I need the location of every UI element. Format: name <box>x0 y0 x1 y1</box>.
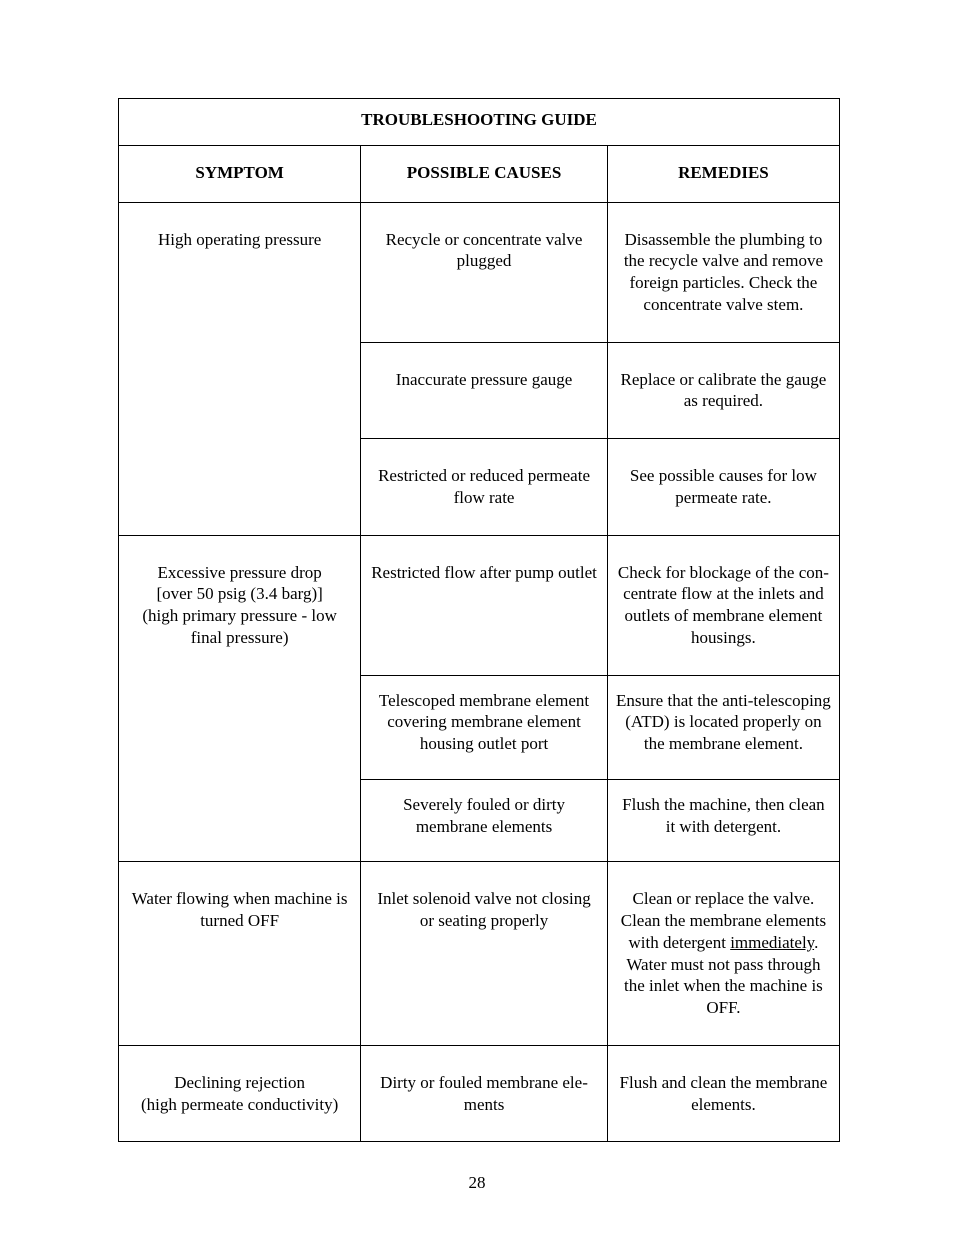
remedy-cell: Flush the machine, then clean it with de… <box>607 779 839 862</box>
remedy-cell: Disassemble the plumbing to the recycle … <box>607 202 839 342</box>
header-remedies: REMEDIES <box>607 145 839 202</box>
table-row: Water flowing when machine is turned OFF… <box>119 862 840 1046</box>
symptom-cell: Excessive pressure drop [over 50 psig (3… <box>119 535 361 862</box>
cause-cell: Restricted or reduced permeate flow rate <box>361 439 608 536</box>
table-title: TROUBLESHOOTING GUIDE <box>119 99 840 146</box>
remedy-cell: Flush and clean the membrane elements. <box>607 1045 839 1142</box>
header-causes: POSSIBLE CAUSES <box>361 145 608 202</box>
cause-cell: Inaccurate pressure gauge <box>361 342 608 439</box>
table-row: Declining rejection (high permeate condu… <box>119 1045 840 1142</box>
remedy-cell: Ensure that the anti-telescoping (ATD) i… <box>607 675 839 779</box>
document-page: TROUBLESHOOTING GUIDE SYMPTOM POSSIBLE C… <box>0 0 954 1235</box>
symptom-cell: Water flowing when machine is turned OFF <box>119 862 361 1046</box>
table-header-row: SYMPTOM POSSIBLE CAUSES REMEDIES <box>119 145 840 202</box>
table-row: High operating pressure Recycle or conce… <box>119 202 840 342</box>
cause-cell: Severely fouled or dirty membrane elemen… <box>361 779 608 862</box>
symptom-cell: Declining rejection (high permeate condu… <box>119 1045 361 1142</box>
remedy-cell: Clean or replace the valve. Clean the me… <box>607 862 839 1046</box>
symptom-cell: High operating pressure <box>119 202 361 535</box>
cause-cell: Recycle or concentrate valve plugged <box>361 202 608 342</box>
cause-cell: Restricted flow after pump outlet <box>361 535 608 675</box>
remedy-cell: Replace or calibrate the gauge as requir… <box>607 342 839 439</box>
cause-cell: Telescoped membrane element covering mem… <box>361 675 608 779</box>
table-title-row: TROUBLESHOOTING GUIDE <box>119 99 840 146</box>
cause-cell: Dirty or fouled membrane ele­ments <box>361 1045 608 1142</box>
page-number: 28 <box>0 1173 954 1193</box>
remedy-text-underline: immediately <box>730 933 814 952</box>
header-symptom: SYMPTOM <box>119 145 361 202</box>
table-row: Excessive pressure drop [over 50 psig (3… <box>119 535 840 675</box>
cause-cell: Inlet solenoid valve not closing or seat… <box>361 862 608 1046</box>
remedy-cell: See possible causes for low per­meate ra… <box>607 439 839 536</box>
troubleshooting-table: TROUBLESHOOTING GUIDE SYMPTOM POSSIBLE C… <box>118 98 840 1142</box>
remedy-cell: Check for blockage of the con­centrate f… <box>607 535 839 675</box>
